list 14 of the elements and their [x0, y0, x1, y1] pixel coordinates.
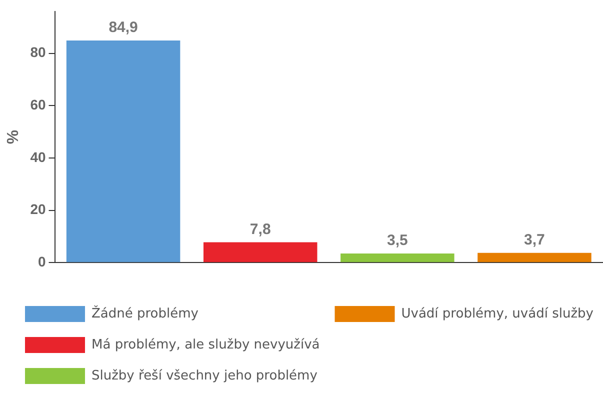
data-label: 84,9: [108, 19, 138, 36]
data-label: 7,8: [250, 220, 271, 238]
y-tick-label: 80: [30, 44, 46, 60]
data-label: 3,7: [524, 232, 545, 249]
legend-label: Uvádí problémy, uvádí služby: [401, 306, 594, 322]
y-tick-label: 60: [30, 96, 46, 112]
legend-label: Služby řeší všechny jeho problémy: [92, 368, 318, 384]
y-tick-label: 40: [30, 148, 46, 165]
y-tick-label: 0: [38, 253, 46, 270]
y-tick-label: 20: [30, 201, 46, 218]
data-label: 3,5: [386, 232, 408, 250]
y-axis-title: %: [5, 130, 22, 144]
legend-label: Žádné problémy: [92, 304, 199, 322]
legend-label: Má problémy, ale služby nevyužívá: [92, 337, 320, 352]
